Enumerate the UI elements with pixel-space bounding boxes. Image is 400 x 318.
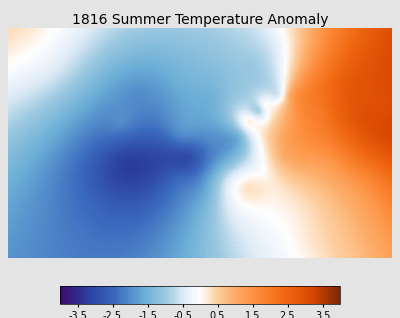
Title: 1816 Summer Temperature Anomaly: 1816 Summer Temperature Anomaly — [72, 13, 328, 27]
